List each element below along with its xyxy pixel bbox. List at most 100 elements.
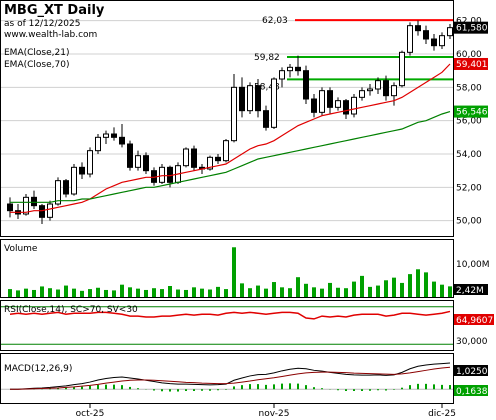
ema70-line (10, 110, 451, 203)
macd-hist-last-label: 0,1638 (456, 387, 488, 397)
price-tick-label: 58,00 (456, 83, 482, 93)
candle-body (359, 90, 365, 98)
candle-body (303, 70, 309, 100)
volume-bar (176, 289, 180, 297)
price-tag-label: 59,401 (456, 60, 488, 70)
x-tick-label: oct-25 (76, 409, 105, 419)
candle-body (183, 148, 189, 167)
ema21-line (10, 63, 451, 213)
volume-bar (440, 284, 444, 297)
candle-body (287, 66, 293, 72)
price-level-label: 59,82 (254, 53, 280, 63)
price-tag-box (454, 105, 488, 118)
candle-body (351, 96, 357, 115)
volume-last-label: 2,42M (456, 286, 484, 296)
volume-bar (336, 287, 340, 297)
price-level-label: 58,48 (254, 82, 280, 92)
candle-body (55, 180, 61, 205)
volume-bar (384, 280, 388, 297)
volume-bar (392, 277, 396, 297)
volume-bar (216, 286, 220, 297)
candle-body (383, 80, 389, 97)
volume-bar (360, 275, 364, 297)
rsi-tick: 30,000 (456, 337, 488, 347)
volume-bar (32, 289, 36, 297)
volume-bar (224, 289, 228, 297)
volume-last-tag (454, 284, 488, 295)
volume-bar (344, 288, 348, 297)
price-tags: 61,580 59,401 56,546 (454, 21, 488, 118)
candle-body (223, 140, 229, 162)
volume-bar (96, 287, 100, 297)
candle-body (7, 203, 13, 212)
candle-body (247, 85, 253, 112)
volume-bar (416, 269, 420, 297)
volume-bar (144, 289, 148, 297)
candle-body (47, 203, 53, 218)
x-axis: oct-25 nov-25 dic-25 (76, 403, 456, 419)
price-pane-frame (0, 0, 454, 237)
price-tick-label: 60,00 (456, 50, 482, 60)
price-tag-box (454, 57, 488, 70)
macd-histogram (1, 383, 453, 392)
candle-body (79, 166, 85, 175)
volume-bar (320, 288, 324, 297)
volume-bar (136, 288, 140, 297)
candle-body (39, 205, 45, 218)
volume-bars (8, 247, 452, 297)
volume-bar (432, 281, 436, 297)
candle-body (231, 86, 237, 142)
candle-body (143, 155, 149, 172)
volume-bar (448, 286, 452, 297)
volume-bar (408, 274, 412, 297)
volume-bar (352, 281, 356, 297)
volume-bar (192, 287, 196, 297)
candle-body (135, 155, 141, 168)
volume-bar (104, 289, 108, 297)
volume-bar (48, 288, 52, 297)
volume-bar (128, 287, 132, 297)
price-tick-label: 54,00 (456, 150, 482, 160)
rsi-title: RSI(Close,14), SC>70, SV<30 (4, 305, 138, 315)
candle-body (335, 100, 341, 108)
x-tick-label: nov-25 (259, 409, 290, 419)
candle-body (327, 90, 333, 108)
candle-body (375, 80, 381, 90)
candle-body (391, 85, 397, 97)
volume-bar (160, 289, 164, 297)
macd-signal-line (10, 366, 451, 390)
price-tag-label: 56,546 (456, 108, 488, 118)
candle-body (111, 133, 117, 138)
candle-body (191, 148, 197, 168)
candle-body (23, 196, 29, 215)
volume-bar (304, 283, 308, 297)
volume-bar (328, 282, 332, 297)
volume-pane: Volume 10,00M 2,42M (0, 239, 490, 298)
macd-hist-last-tag (454, 385, 488, 396)
volume-bar (8, 289, 12, 297)
macd-last-tag (454, 365, 488, 376)
candle-body (319, 90, 325, 113)
price-tick-label: 52,00 (456, 183, 482, 193)
candle-body (239, 86, 245, 112)
volume-title: Volume (4, 244, 38, 254)
volume-bar (240, 283, 244, 297)
price-tag-label: 61,580 (456, 24, 488, 34)
volume-bar (72, 288, 76, 297)
rsi-pane: RSI(Close,14), SC>70, SV<30 30,000 64,96… (0, 300, 494, 351)
price-tag-box (454, 21, 488, 34)
volume-bar (120, 284, 124, 297)
candle-body (415, 25, 421, 32)
volume-bar (184, 289, 188, 297)
rsi-last-tag (454, 314, 494, 325)
volume-bar (232, 247, 236, 297)
volume-bar (40, 286, 44, 297)
volume-bar (376, 285, 380, 297)
volume-bar (312, 287, 316, 297)
volume-bar (272, 282, 276, 297)
candle-body (423, 30, 429, 40)
candle-body (255, 85, 261, 112)
volume-bar (400, 282, 404, 297)
candle-body (159, 166, 165, 183)
